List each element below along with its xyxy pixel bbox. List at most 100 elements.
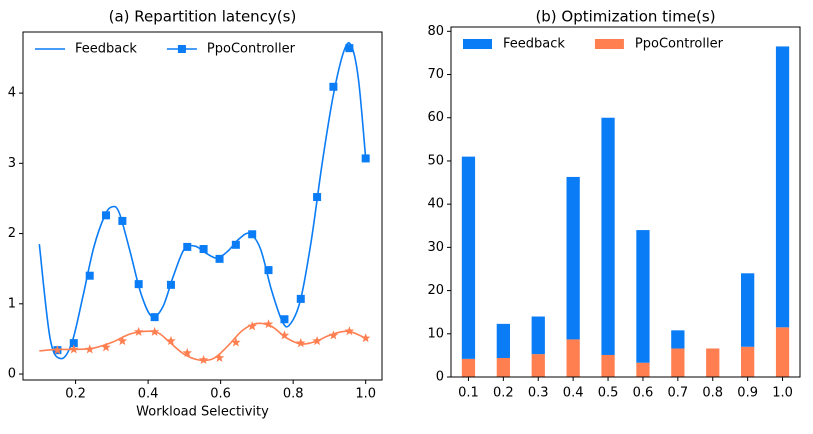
y-tick-label: 2 [8,226,16,241]
x-tick-label: 0.1 [458,386,479,401]
legend-label: Feedback [503,37,565,52]
marker-square [177,45,186,53]
y-tick-label: 60 [427,110,444,125]
x-tick-label: 1.0 [355,387,376,402]
bar [671,348,685,377]
marker-star [328,330,339,340]
marker-star [52,345,63,355]
chart-title: (b) Optimization time(s) [535,8,715,26]
legend-label: PpoController [635,37,724,52]
x-tick-label: 0.6 [210,387,231,402]
marker-star [360,333,371,343]
y-tick-label: 0 [8,367,16,382]
bar [601,354,615,377]
chart-title: (a) Repartition latency(s) [109,8,297,26]
marker-star [166,336,176,346]
marker-star [296,338,306,348]
y-tick-label: 20 [427,283,444,298]
bar [496,357,510,377]
marker-square [183,242,192,251]
bar [566,176,580,340]
marker-square [118,216,127,225]
marker-square [345,44,354,53]
marker-star [85,344,95,354]
marker-star [231,337,241,347]
y-tick-label: 0 [436,370,444,385]
x-tick-label: 0.9 [737,386,758,401]
y-tick-label: 30 [427,240,444,255]
marker-square [134,280,143,289]
x-tick-label: 0.8 [702,386,723,401]
legend-label: Feedback [75,42,137,57]
bar [706,348,720,377]
y-tick-label: 4 [8,86,16,101]
bar [461,358,476,377]
marker-star [69,344,79,354]
x-tick-label: 1.0 [772,386,793,401]
marker-square [313,193,322,202]
marker-square [102,211,111,220]
marker-square [166,280,175,289]
bar [496,323,510,358]
x-tick-label: 0.6 [633,386,654,401]
marker-star [263,319,274,329]
bar [741,273,755,347]
x-tick-label: 0.3 [528,386,549,401]
x-tick-label: 0.4 [563,386,584,401]
marker-square [296,294,305,303]
marker-star [133,326,144,336]
bar [636,362,650,377]
marker-star [344,326,355,336]
y-tick-label: 80 [427,24,444,39]
series-line [39,322,366,362]
marker-star [198,355,209,364]
marker-star [101,342,111,352]
marker-square [199,245,208,254]
plot-frame [22,31,383,381]
marker-square [150,313,159,322]
x-tick-label: 0.2 [493,386,514,401]
plot-frame [450,26,801,378]
marker-square [280,315,289,324]
x-tick-label: 0.7 [668,386,689,401]
marker-square [231,240,240,249]
y-tick-label: 70 [427,67,444,82]
marker-square [69,339,78,348]
x-tick-label: 0.5 [598,386,619,401]
bar [461,156,476,359]
bar [636,230,650,363]
bar [775,46,790,328]
marker-square [329,82,338,91]
y-tick-label: 40 [427,197,444,212]
x-tick-label: 0.8 [283,387,304,402]
legend-label: PpoController [207,42,296,57]
series-line [38,42,367,360]
x-axis-label: Workload Selectivity [136,405,269,420]
marker-star [149,326,160,336]
bar [531,354,545,377]
x-tick-label: 0.2 [65,387,86,402]
marker-star [247,321,257,331]
y-tick-label: 1 [8,296,16,311]
legend-swatch [594,39,624,49]
marker-square [248,230,257,239]
y-tick-label: 10 [427,326,444,341]
legend-swatch [463,39,492,49]
marker-square [264,266,273,275]
bar [566,339,580,377]
bar [741,346,755,377]
y-tick-label: 50 [427,153,444,168]
bar [531,316,545,355]
marker-star [312,336,322,346]
marker-star [182,348,192,357]
x-tick-label: 0.4 [138,387,159,402]
y-tick-label: 3 [8,156,16,171]
bar [601,117,615,355]
marker-square [361,154,370,163]
marker-square [85,271,94,280]
bar [775,327,790,377]
marker-star [117,336,128,346]
bar [671,330,685,349]
marker-star [214,352,225,362]
